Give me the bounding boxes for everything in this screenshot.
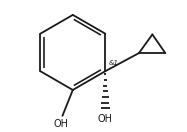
Text: OH: OH bbox=[54, 119, 69, 129]
Text: OH: OH bbox=[98, 114, 113, 124]
Text: &1: &1 bbox=[108, 60, 118, 66]
